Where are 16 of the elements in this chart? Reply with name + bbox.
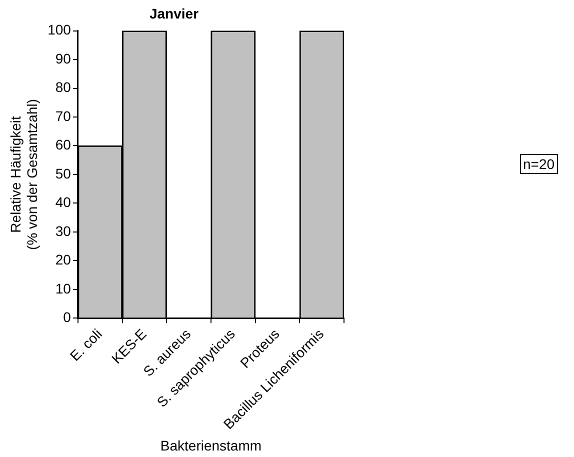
y-tick-label: 80 xyxy=(55,79,72,96)
y-tick-label: 60 xyxy=(55,136,72,153)
y-tick-label: 10 xyxy=(55,280,72,296)
x-axis-title: Bakterienstamm xyxy=(160,437,262,454)
y-tick-label: 90 xyxy=(55,50,72,66)
y-tick-label: 70 xyxy=(55,108,72,124)
text: n=20 xyxy=(520,154,558,174)
y-tick-label: 20 xyxy=(55,252,72,268)
y-tick-label: 100 xyxy=(48,22,72,38)
y-tick-label: 40 xyxy=(55,194,72,210)
y-axis-title: Relative Häufigkeit (% von der Gesamtzahl) xyxy=(7,98,40,250)
chart-title: Janvier xyxy=(149,5,200,22)
y-tick-label: 30 xyxy=(55,222,72,239)
x-tick-label: E. coli xyxy=(66,326,105,364)
y-tick-label: 50 xyxy=(55,165,72,182)
y-tick-label: 0 xyxy=(63,309,72,325)
